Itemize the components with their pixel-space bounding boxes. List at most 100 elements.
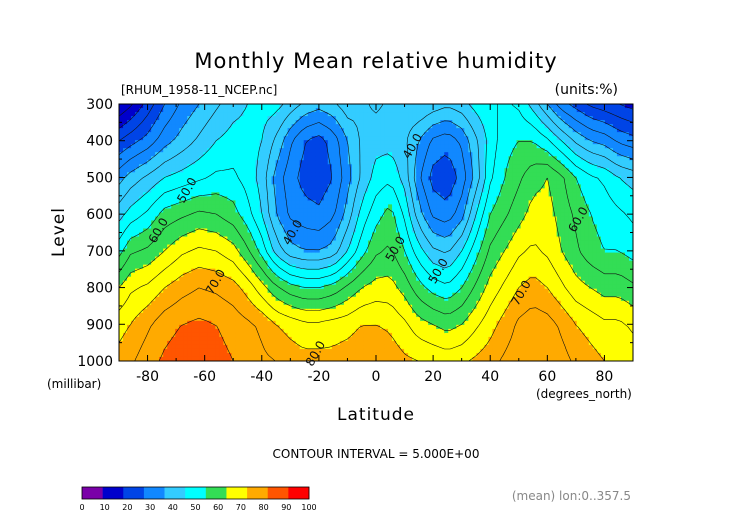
field-cell [127,200,132,205]
field-cell [428,244,433,250]
field-cell [259,208,265,214]
field-cell [243,336,249,342]
field-cell [219,280,225,286]
field-cell [155,224,160,230]
field-cell [211,180,216,185]
field-cell [187,168,192,173]
field-cell [151,240,156,246]
field-cell [239,336,245,342]
field-cell [227,136,233,141]
field-cell [195,264,200,270]
field-cell [243,212,249,218]
field-cell [239,332,245,338]
field-cell [327,308,333,314]
field-cell [179,232,184,238]
field-cell [279,116,285,121]
field-cell [223,328,229,334]
field-cell [231,268,237,274]
field-cell [319,240,325,246]
field-cell [299,244,305,250]
field-cell [239,208,245,214]
field-cell [163,308,168,314]
field-cell [195,120,200,125]
field-cell [367,252,373,258]
field-cell [267,176,273,181]
field-cell [263,252,269,258]
field-cell [179,116,184,121]
field-cell [195,224,200,230]
field-cell [307,124,313,129]
field-cell [227,268,233,274]
field-cell [408,172,413,177]
field-cell [420,256,425,262]
field-cell [424,224,429,230]
field-cell [263,248,269,254]
field-cell [331,292,337,298]
field-cell [151,164,156,169]
field-cell [179,308,184,314]
field-cell [388,280,393,286]
field-cell [400,356,405,361]
field-cell [351,312,357,318]
field-cell [311,208,317,214]
field-cell [303,348,309,354]
field-cell [307,344,313,350]
field-cell [183,304,188,310]
field-cell [155,200,160,205]
field-cell [287,272,293,278]
field-cell [215,268,220,274]
field-cell [351,212,357,218]
field-cell [400,112,405,117]
field-cell [404,256,409,262]
field-cell [371,236,377,242]
field-cell [123,216,128,222]
field-cell [267,336,273,342]
field-cell [179,220,184,226]
field-cell [408,340,413,346]
field-cell [380,240,385,246]
field-cell [123,132,128,137]
field-cell [255,212,261,218]
field-cell [143,332,148,338]
field-cell [195,144,200,149]
field-cell [263,128,269,133]
field-cell [159,164,164,169]
field-cell [155,236,160,242]
field-cell [267,172,273,177]
units-label: (units:%) [555,82,618,98]
field-cell [191,192,196,197]
field-cell [191,328,196,334]
field-cell [424,316,429,322]
field-cell [351,324,357,330]
field-cell [307,260,313,266]
field-cell [131,324,136,330]
field-cell [131,352,136,358]
field-cell [119,312,124,318]
field-cell [396,132,401,137]
field-cell [347,232,353,238]
field-cell [388,196,393,201]
field-cell [235,260,241,266]
field-cell [267,340,273,346]
field-cell [195,268,200,274]
field-cell [371,180,377,185]
field-cell [412,236,417,242]
field-cell [271,228,277,234]
field-cell [151,212,156,218]
field-cell [127,268,132,274]
field-cell [131,332,136,338]
field-cell [416,188,421,193]
field-cell [376,184,381,189]
field-cell [420,208,425,214]
field-cell [311,124,317,129]
field-cell [420,200,425,205]
field-cell [263,104,269,109]
field-cell [223,184,229,189]
field-cell [351,348,357,354]
field-cell [151,124,156,129]
field-cell [388,152,393,157]
field-cell [355,148,361,153]
field-cell [167,116,172,121]
field-cell [127,224,132,230]
field-cell [384,188,389,193]
